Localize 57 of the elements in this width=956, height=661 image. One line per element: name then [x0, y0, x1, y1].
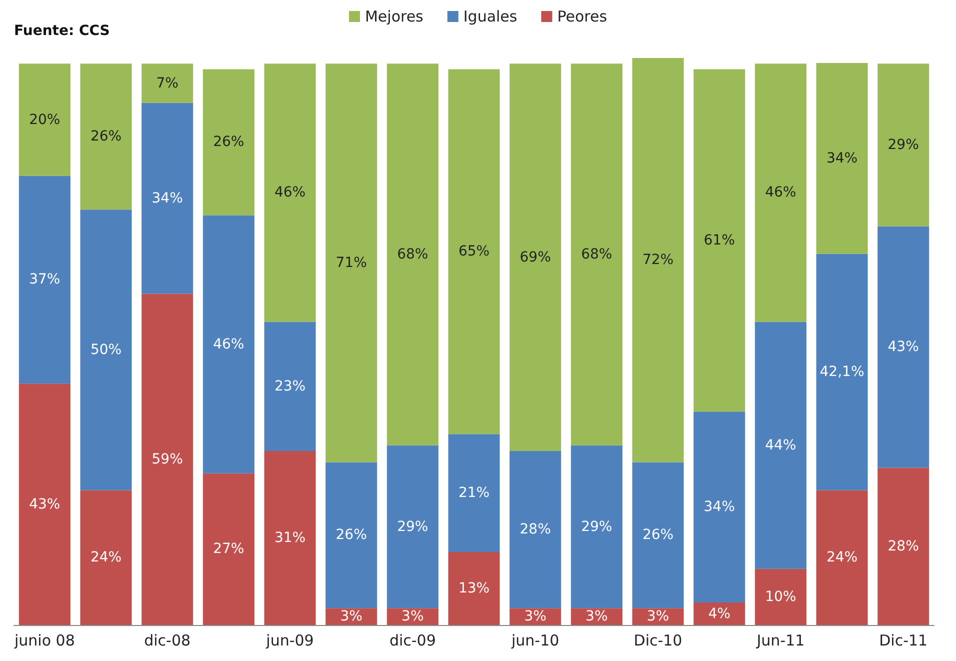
data-label: 28%: [888, 538, 919, 554]
data-label: 71%: [336, 254, 367, 271]
data-label: 28%: [520, 522, 551, 538]
data-label: 29%: [888, 137, 919, 154]
data-label: 34%: [152, 190, 183, 206]
data-label: 68%: [581, 246, 612, 262]
x-tick-label: jun-10: [510, 632, 560, 650]
x-tick-label: dic-08: [144, 632, 191, 650]
x-tick-label: Jun-11: [756, 632, 805, 650]
data-label: 26%: [642, 527, 674, 544]
data-label: 27%: [213, 541, 244, 558]
data-label: 3%: [402, 608, 424, 625]
x-tick-label: Dic-11: [879, 632, 928, 650]
legend-label: Mejores: [364, 8, 424, 26]
data-label: 3%: [646, 608, 670, 625]
data-label: 46%: [274, 184, 306, 201]
data-label: 23%: [274, 378, 306, 394]
data-label: 26%: [90, 128, 122, 145]
data-label: 29%: [581, 518, 612, 535]
data-label: 65%: [458, 244, 490, 260]
data-label: 26%: [336, 527, 367, 544]
data-label: 20%: [29, 112, 60, 128]
data-label: 68%: [397, 246, 428, 262]
x-tick-label: jun-09: [265, 632, 314, 650]
data-label: 3%: [524, 608, 546, 625]
data-label: 4%: [708, 606, 730, 622]
data-label: 3%: [340, 608, 362, 625]
data-label: 10%: [765, 588, 796, 605]
data-label: 37%: [29, 272, 60, 288]
legend-label: Iguales: [463, 8, 518, 26]
data-label: 34%: [704, 499, 735, 516]
data-label: 31%: [274, 530, 306, 546]
data-label: 7%: [156, 75, 178, 92]
data-label: 21%: [458, 485, 490, 502]
data-label: 46%: [213, 336, 244, 352]
data-label: 24%: [90, 550, 122, 566]
data-label: 46%: [765, 184, 796, 201]
data-label: 42,1%: [820, 364, 864, 380]
data-label: 44%: [765, 437, 796, 454]
x-tick-label: Dic-10: [634, 632, 682, 650]
data-label: 34%: [826, 150, 858, 166]
data-label: 26%: [213, 134, 244, 150]
data-label: 24%: [826, 550, 858, 566]
x-tick-label: junio 08: [13, 632, 75, 650]
data-label: 3%: [586, 608, 608, 625]
data-label: 61%: [704, 232, 735, 248]
legend-label: Peores: [557, 8, 608, 26]
data-label: 50%: [90, 342, 122, 358]
x-tick-label: dic-09: [389, 632, 436, 650]
data-label: 13%: [458, 580, 490, 597]
source-note: Fuente: CCS: [14, 23, 110, 39]
data-label: 43%: [29, 496, 60, 512]
data-label: 72%: [642, 252, 674, 268]
data-label: 69%: [520, 249, 551, 266]
data-label: 29%: [397, 518, 428, 535]
data-label: 43%: [888, 339, 919, 356]
data-label: 59%: [152, 451, 183, 468]
